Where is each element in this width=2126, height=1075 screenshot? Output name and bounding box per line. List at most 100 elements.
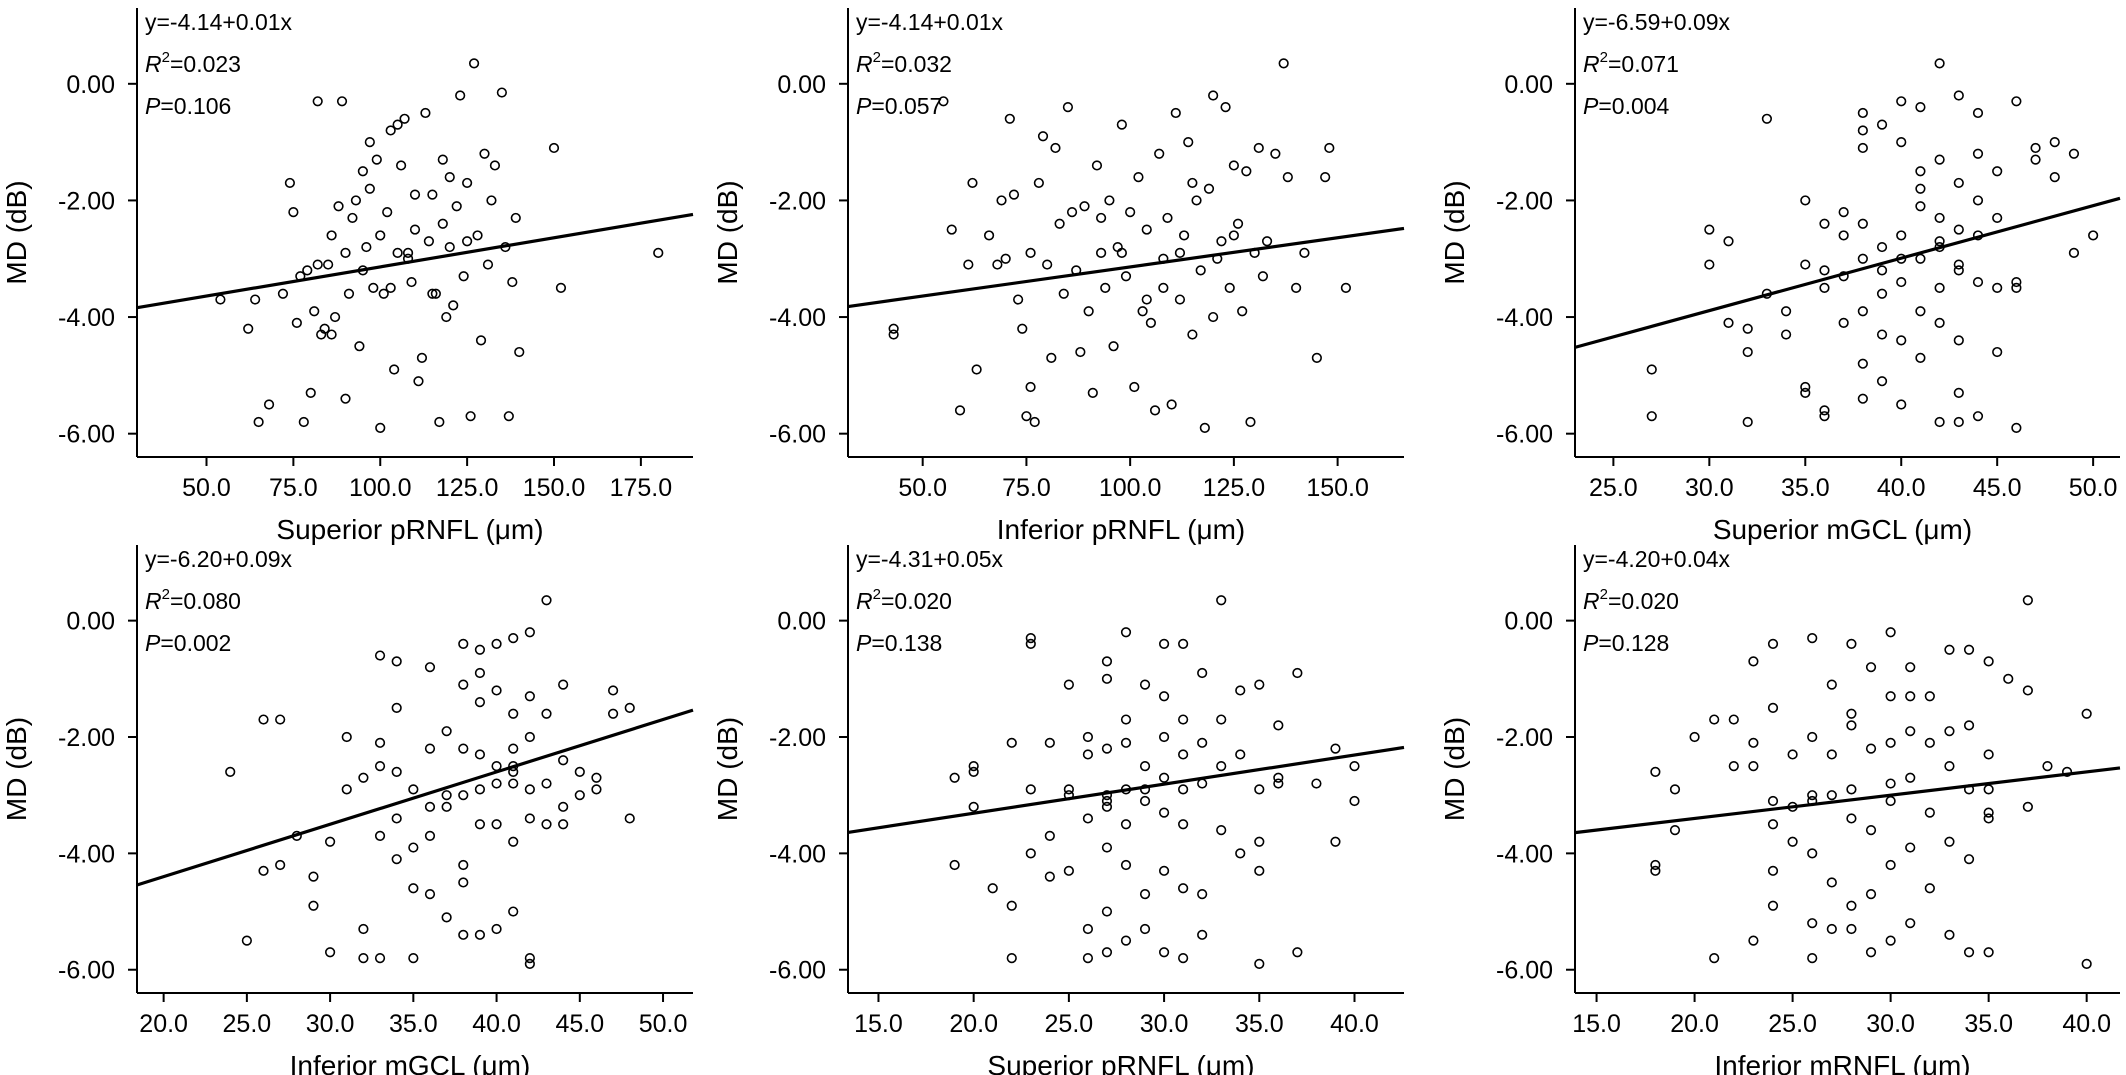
data-point [1101,790,1113,801]
data-point [1025,848,1036,859]
data-point [1865,662,1877,673]
data-point [591,772,602,783]
regression-line [1574,196,2121,349]
data-point [1178,819,1189,830]
data-point [437,218,448,229]
data-point [357,166,368,177]
data-point [1983,947,1994,958]
y-tick-label: -2.00 [1496,724,1553,752]
x-tick-label: 35.0 [389,1010,438,1038]
data-point [1807,848,1818,859]
data-point [1846,708,1857,719]
data-point [312,259,323,270]
p-value-annotation: P=0.128 [1583,630,1669,656]
data-point [1953,259,1964,270]
data-point [458,271,469,282]
r-squared-exponent: 2 [162,586,170,603]
data-point [1876,119,1888,130]
data-point [424,743,436,754]
data-point [1170,107,1181,119]
data-point [541,708,552,719]
data-point [968,760,979,772]
data-point [1141,294,1152,305]
x-tick-label: 20.0 [139,1010,188,1038]
data-point [1857,107,1868,119]
data-point [1178,749,1189,760]
data-point [1330,836,1341,847]
data-point [983,230,995,241]
r-squared-annotation: R2=0.032 [856,49,952,77]
r-symbol: R [1583,588,1600,614]
data-point [2011,282,2022,293]
data-point [1270,148,1281,159]
data-point [323,259,334,270]
data-point [1083,306,1094,317]
data-point [1934,282,1945,293]
x-axis-title: Superior mGCL (μm) [1713,514,1972,545]
data-point [1253,142,1264,154]
data-point [1748,737,1759,748]
data-point [1905,662,1916,673]
data-point [1116,119,1127,130]
data-point [416,352,428,363]
data-point [1953,90,1964,101]
data-point [277,288,289,299]
data-point [1104,195,1115,206]
data-point [1704,259,1715,270]
data-point [558,755,569,766]
data-point [1278,58,1289,69]
data-point [364,137,375,148]
data-point [1748,935,1759,946]
data-point [375,230,386,241]
data-point [474,644,486,655]
data-point [391,702,402,714]
data-point [1846,720,1857,731]
data-point [1915,102,1926,113]
data-point [2022,801,2033,812]
regression-equation: y=-4.20+0.04x [1583,546,1731,572]
data-point [1120,935,1132,946]
data-point [1972,107,1984,119]
data-point [624,813,635,824]
data-point [1819,405,1830,416]
x-tick-label: 150.0 [1306,474,1369,502]
p-symbol: P [856,93,872,119]
x-tick-label: 35.0 [1781,474,1830,502]
data-point [1197,667,1208,679]
data-point [1139,760,1151,772]
data-point [423,236,435,247]
data-point [1924,807,1935,818]
data-point [392,119,403,130]
data-point [378,288,389,299]
x-tick-label: 30.0 [1140,1010,1189,1038]
data-point [2003,673,2014,684]
data-point [1972,411,1984,422]
data-point [391,854,402,865]
data-point [558,819,569,830]
data-point [1101,801,1113,812]
y-tick-label: -4.00 [769,840,826,868]
data-point [475,335,487,346]
data-point [508,743,519,754]
data-point [1320,172,1331,183]
data-point [1158,772,1170,783]
scatter-panel-6: 0.00 -2.00 -4.00 -6.00 15.0 20.0 25.0 30.0 35.0 4… [1439,545,2121,1075]
data-point [1780,306,1792,317]
data-point [558,801,569,812]
data-point [514,346,525,358]
data-point [1838,206,1849,218]
data-point [341,731,352,743]
y-tick-label: -4.00 [1496,304,1553,332]
data-point [1063,679,1074,690]
x-tick-label: 40.0 [1877,474,1926,502]
y-tick-label: -6.00 [1496,421,1553,449]
data-point [1021,411,1032,422]
data-point [399,113,410,124]
data-point [1082,923,1094,935]
data-point [1742,323,1753,334]
data-point [1174,294,1186,305]
data-point [350,195,362,206]
data-point [1108,341,1119,352]
y-tick-label: -4.00 [769,304,826,332]
data-point [1646,411,1657,422]
